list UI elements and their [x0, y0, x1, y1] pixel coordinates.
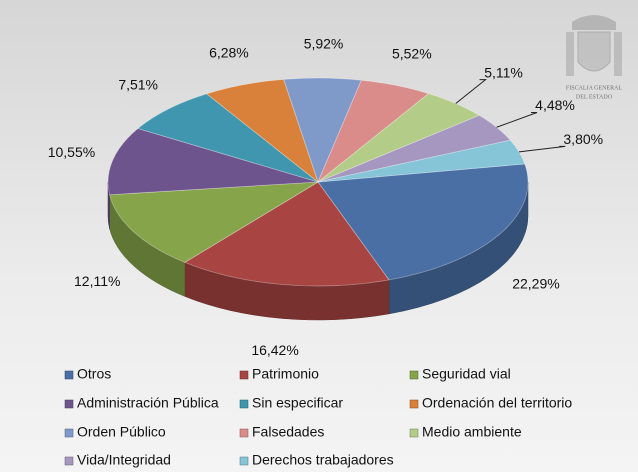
- legend-marker: [409, 370, 419, 380]
- legend-label: Otros: [77, 366, 111, 382]
- slice: [317, 114, 512, 183]
- emblem: FISCALIA GENERAL DEL ESTADO: [566, 15, 623, 100]
- legend-label: Vida/Integridad: [77, 452, 171, 468]
- legend-label: Sin especificar: [252, 395, 343, 411]
- legend-marker: [239, 399, 249, 409]
- data-label: 5,92%: [304, 35, 344, 51]
- slice: [107, 128, 319, 196]
- leader-line: [455, 79, 487, 104]
- legend-marker: [239, 370, 249, 380]
- slice: [317, 163, 529, 281]
- legend-marker: [64, 456, 74, 466]
- slice: [109, 181, 319, 263]
- legend-label: Ordenación del territorio: [422, 395, 572, 411]
- data-label: 22,29%: [512, 276, 559, 292]
- emblem-text: FISCALIA GENERAL: [566, 85, 623, 91]
- slice: [317, 79, 430, 183]
- legend-marker: [239, 456, 249, 466]
- slice: [183, 181, 390, 287]
- leader-line: [496, 111, 538, 128]
- data-label: 16,42%: [251, 342, 298, 358]
- data-label: 7,51%: [118, 77, 158, 93]
- leader-line: [518, 145, 566, 153]
- data-label: 4,48%: [535, 97, 575, 113]
- legend-label: Seguridad vial: [422, 366, 511, 382]
- legend-label: Patrimonio: [252, 366, 319, 382]
- slice: [283, 77, 362, 184]
- legend-label: Medio ambiente: [422, 424, 522, 440]
- legend-marker: [64, 428, 74, 438]
- slice: [205, 78, 319, 184]
- legend-marker: [409, 399, 419, 409]
- data-label: 10,55%: [48, 144, 95, 160]
- emblem-text: DEL ESTADO: [576, 94, 613, 100]
- legend-marker: [239, 428, 249, 438]
- data-label: 12,11%: [74, 273, 120, 289]
- legend-label: Orden Público: [77, 424, 166, 440]
- legend-marker: [64, 399, 74, 409]
- legend-label: Falsedades: [252, 424, 324, 440]
- data-label: 3,80%: [563, 131, 603, 147]
- slice: [317, 139, 526, 183]
- data-label: 6,28%: [209, 44, 249, 60]
- data-label: 5,52%: [392, 45, 432, 61]
- data-label: 5,11%: [484, 64, 523, 80]
- legend-label: Administración Pública: [77, 395, 219, 411]
- slice: [137, 93, 319, 183]
- legend-label: Derechos trabajadores: [252, 452, 394, 468]
- legend-marker: [64, 370, 74, 380]
- legend-marker: [409, 428, 419, 438]
